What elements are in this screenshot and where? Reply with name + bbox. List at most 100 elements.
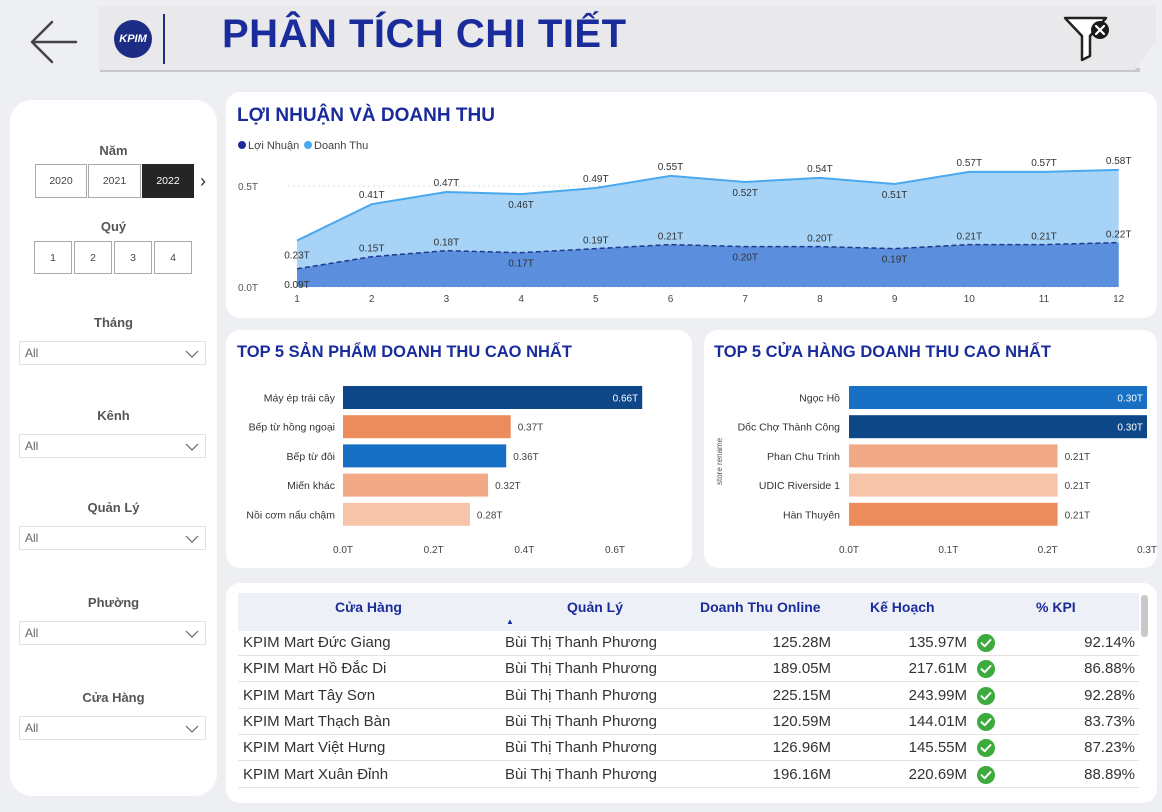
kpim-logo: KPIM — [114, 20, 152, 58]
clear-filter-icon[interactable] — [1062, 14, 1114, 62]
bar-value-label: 0.21T — [1065, 481, 1091, 492]
chevron-down-icon — [185, 630, 199, 638]
bar-value-label: 0.21T — [1065, 452, 1091, 463]
profit-data-label: 0.21T — [957, 232, 983, 243]
x-tick-label: 9 — [892, 294, 898, 305]
check-circle-icon — [977, 634, 995, 652]
x-tick-label: 0.1T — [938, 545, 958, 556]
profit-data-label: 0.17T — [508, 259, 534, 270]
kpi-cell: 86.88% — [1084, 660, 1135, 678]
quarter-3-button[interactable]: 3 — [114, 241, 152, 274]
profit-data-label: 0.09T — [284, 280, 310, 291]
online-revenue-cell: 196.16M — [772, 765, 831, 783]
col-plan-header[interactable]: Kế Hoạch — [870, 599, 935, 615]
online-revenue-cell: 225.15M — [772, 686, 831, 704]
year-2021-button[interactable]: 2021 — [88, 164, 141, 198]
category-label: Bếp từ đôi — [287, 451, 335, 463]
year-2020-button[interactable]: 2020 — [35, 164, 87, 198]
quarter-4-button[interactable]: 4 — [154, 241, 192, 274]
revenue-data-label: 0.51T — [882, 190, 908, 201]
profit-data-label: 0.21T — [1031, 232, 1057, 243]
revenue-data-label: 0.57T — [1031, 158, 1057, 169]
x-tick-label: 12 — [1113, 294, 1125, 305]
store-dropdown[interactable]: All — [19, 716, 206, 740]
bar — [343, 502, 470, 526]
year-next-chevron-icon[interactable]: › — [200, 171, 206, 191]
x-tick-label: 4 — [518, 294, 524, 305]
table-row[interactable]: KPIM Mart Hồ Đắc Di Bùi Thị Thanh Phương 1… — [238, 656, 1139, 683]
bar — [849, 444, 1058, 468]
col-online-revenue-header[interactable]: Doanh Thu Online — [700, 599, 821, 615]
table-row[interactable]: KPIM Mart Xuân Đỉnh Bùi Thị Thanh Phương 1… — [238, 762, 1139, 788]
x-tick-label: 10 — [964, 294, 976, 305]
store-axis-label: store rename — [715, 437, 724, 485]
x-tick-label: 5 — [593, 294, 599, 305]
revenue-data-label: 0.54T — [807, 164, 833, 175]
bar — [343, 386, 643, 409]
revenue-data-label: 0.49T — [583, 174, 609, 185]
category-label: Miến khác — [287, 480, 335, 492]
top-products-chart: 0.0T 0.2T 0.4T 0.6T Máy ép trái cây 0.66T Bếp … — [246, 386, 643, 556]
x-tick-label: 3 — [444, 294, 450, 305]
header-divider — [163, 14, 165, 64]
x-tick-label: 0.4T — [514, 545, 534, 556]
chevron-down-icon — [185, 443, 199, 451]
chevron-down-icon — [185, 725, 199, 733]
profit-data-label: 0.18T — [434, 238, 460, 249]
x-tick-label: 1 — [294, 294, 300, 305]
bar — [343, 415, 511, 439]
bar — [849, 473, 1058, 497]
year-label: Năm — [99, 143, 128, 158]
col-manager-header[interactable]: Quản Lý — [567, 599, 624, 615]
kpi-cell: 87.23% — [1084, 739, 1135, 757]
month-dropdown[interactable]: All — [19, 341, 206, 365]
category-label: Dốc Chợ Thành Công — [738, 422, 841, 434]
quarter-2-button[interactable]: 2 — [74, 241, 112, 274]
table-row[interactable]: KPIM Mart Tây Sơn Bùi Thị Thanh Phương 225… — [238, 683, 1139, 709]
plan-cell: 220.69M — [908, 765, 967, 783]
legend-revenue-marker — [304, 141, 312, 149]
y-tick-label: 0.0T — [238, 283, 258, 294]
manager-dropdown[interactable]: All — [19, 526, 206, 550]
quarter-1-button[interactable]: 1 — [34, 241, 72, 274]
col-store-header[interactable]: Cửa Hàng — [335, 599, 402, 615]
category-label: Máy ép trái cây — [264, 393, 336, 405]
bar-value-label: 0.28T — [477, 510, 503, 521]
manager-cell: Bùi Thị Thanh Phương — [505, 739, 657, 757]
bar — [343, 473, 489, 497]
x-tick-label: 0.6T — [605, 545, 625, 556]
legend-profit-marker — [238, 141, 246, 149]
store-kpi-table: Cửa Hàng Quản Lý ▲ Doanh Thu Online Kế H… — [226, 583, 1157, 803]
store-cell: KPIM Mart Tây Sơn — [243, 686, 376, 704]
kpi-cell: 92.14% — [1084, 634, 1135, 651]
ward-dropdown[interactable]: All — [19, 621, 206, 645]
revenue-data-label: 0.57T — [957, 158, 983, 169]
channel-dropdown[interactable]: All — [19, 434, 206, 458]
online-revenue-cell: 126.96M — [772, 739, 831, 757]
table-row[interactable]: KPIM Mart Thạch Bàn Bùi Thị Thanh Phương 1… — [238, 709, 1139, 735]
legend-revenue-label: Doanh Thu — [314, 140, 368, 152]
category-label: Ngọc Hồ — [799, 393, 840, 405]
plan-cell: 243.99M — [908, 686, 967, 704]
year-2022-button[interactable]: 2022 — [142, 164, 194, 198]
plan-cell: 144.01M — [908, 712, 967, 730]
sort-ascending-icon[interactable]: ▲ — [506, 617, 514, 626]
x-tick-label: 0.0T — [333, 545, 353, 556]
bar — [849, 386, 1147, 409]
ward-label: Phường — [87, 595, 140, 610]
table-row[interactable]: KPIM Mart Việt Hưng Bùi Thị Thanh Phương 1… — [238, 735, 1139, 762]
page-title: PHÂN TÍCH CHI TIẾT — [222, 12, 627, 56]
bar — [343, 444, 507, 468]
table-row[interactable]: KPIM Mart Đức Giang Bùi Thị Thanh Phương 1… — [238, 630, 1139, 656]
back-arrow-icon[interactable] — [26, 14, 80, 70]
table-scrollbar[interactable] — [1141, 595, 1148, 637]
col-kpi-header[interactable]: % KPI — [1036, 599, 1076, 615]
check-circle-icon — [977, 660, 995, 679]
check-circle-icon — [977, 712, 995, 731]
manager-cell: Bùi Thị Thanh Phương — [505, 686, 657, 704]
profit-revenue-chart: Lợi Nhuận Doanh Thu 0.0T0.5T1 2 3 4 5 6 7 8 9 10 1… — [238, 140, 1131, 305]
manager-cell: Bùi Thị Thanh Phương — [505, 660, 657, 678]
profit-revenue-title: LỢI NHUẬN VÀ DOANH THU — [237, 105, 495, 126]
revenue-data-label: 0.55T — [658, 162, 684, 173]
header-bar — [98, 6, 1156, 70]
